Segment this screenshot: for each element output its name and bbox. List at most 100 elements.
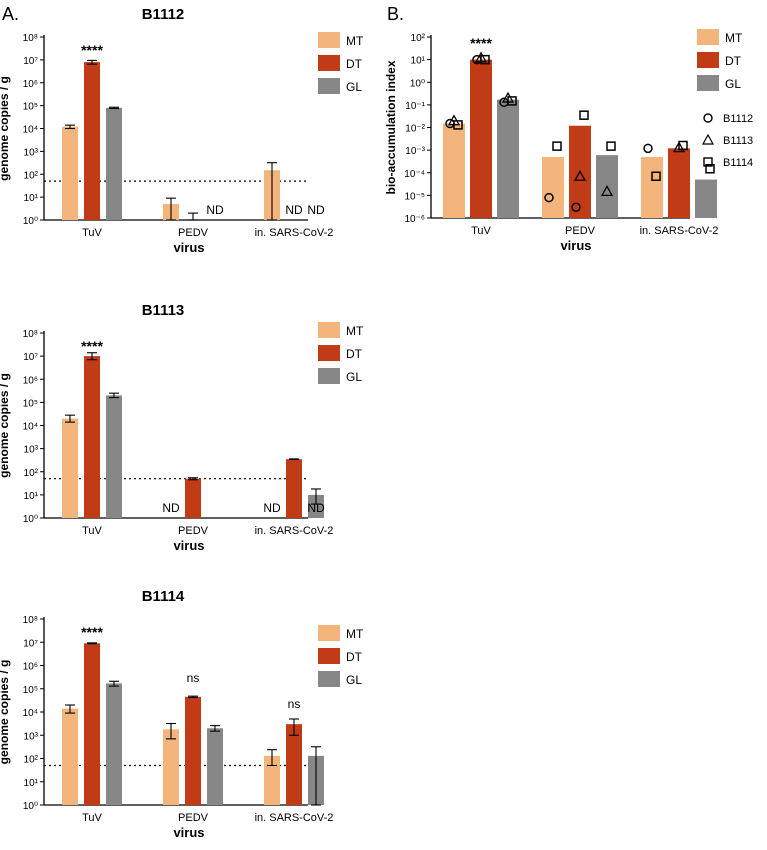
y-tick-label: 10⁰ bbox=[410, 78, 425, 89]
chart-title: B1114 bbox=[142, 588, 185, 605]
chart-b1112: B1112 10⁰ 10¹ 10² 10³ 10⁴ 10⁵ 10⁶ 10⁷ 10⁸ genome c… bbox=[0, 6, 364, 255]
y-tick-label: 10³ bbox=[24, 731, 39, 742]
y-tick-label: 10⁷ bbox=[23, 638, 38, 649]
y-tick-label: 10¹ bbox=[24, 491, 39, 502]
data-point-b1114 bbox=[651, 171, 661, 182]
bar bbox=[62, 126, 78, 220]
bar bbox=[695, 179, 717, 218]
legend-label: DT bbox=[725, 54, 742, 68]
legend-label: GL bbox=[346, 673, 362, 687]
y-tick-label: 10⁷ bbox=[23, 352, 38, 363]
data-point-b1113 bbox=[672, 141, 686, 153]
legend-label: GL bbox=[725, 77, 741, 91]
y-tick-label: 10⁰ bbox=[23, 216, 38, 227]
legend-label: B1114 bbox=[723, 157, 753, 169]
y-tick-label: 10⁰ bbox=[23, 801, 38, 812]
y-tick-label: 10⁴ bbox=[23, 125, 38, 136]
legend-label: GL bbox=[346, 80, 362, 94]
y-tick-label: 10² bbox=[24, 468, 39, 479]
x-tick-label: PEDV bbox=[178, 812, 209, 824]
legend-label: MT bbox=[346, 627, 364, 641]
x-tick-label: TuV bbox=[82, 812, 102, 824]
y-tick-label: 10² bbox=[24, 170, 39, 181]
data-point-b1112 bbox=[643, 143, 653, 154]
legend-label: MT bbox=[725, 31, 743, 45]
legend-marker-triangle bbox=[701, 133, 715, 145]
x-tick-label: in. SARS-CoV-2 bbox=[255, 525, 334, 537]
panel-b-label: B. bbox=[387, 4, 404, 24]
bar bbox=[264, 755, 280, 805]
bar bbox=[62, 708, 78, 805]
legend-swatch bbox=[318, 322, 340, 338]
bar bbox=[185, 478, 201, 518]
x-tick-label: in. SARS-CoV-2 bbox=[255, 227, 334, 239]
y-tick-label: 10⁻³ bbox=[405, 146, 425, 157]
bar bbox=[286, 724, 302, 805]
bar bbox=[542, 156, 564, 218]
data-point-b1114 bbox=[453, 120, 463, 130]
y-tick-label: 10⁵ bbox=[23, 685, 38, 696]
y-tick-label: 10⁰ bbox=[23, 514, 38, 525]
legend-swatch bbox=[318, 625, 340, 641]
not-detected-label: ND bbox=[263, 501, 281, 515]
y-tick-label: 10⁻⁶ bbox=[404, 214, 425, 225]
legend-swatch bbox=[318, 671, 340, 687]
y-tick-label: 10⁸ bbox=[23, 615, 38, 626]
significance-stars: **** bbox=[81, 42, 103, 58]
bar bbox=[286, 459, 302, 518]
x-tick-label: PEDV bbox=[178, 525, 209, 537]
x-axis-label: virus bbox=[560, 238, 591, 253]
data-point-b1114 bbox=[579, 110, 589, 120]
panel-a-label: A. bbox=[2, 4, 19, 24]
data-point-b1113 bbox=[600, 185, 614, 197]
significance-label: ns bbox=[187, 671, 200, 685]
data-point-b1112 bbox=[544, 192, 554, 203]
legend-label: MT bbox=[346, 324, 364, 338]
bar bbox=[497, 99, 519, 218]
y-tick-label: 10⁻⁴ bbox=[404, 169, 425, 180]
x-tick-label: TuV bbox=[82, 227, 102, 239]
legend-label: DT bbox=[346, 57, 363, 71]
x-tick-label: TuV bbox=[471, 225, 491, 237]
y-tick-label: 10¹ bbox=[411, 56, 426, 67]
chart-title: B1113 bbox=[142, 302, 185, 319]
y-axis-label: genome copies / g bbox=[0, 373, 11, 478]
bar bbox=[185, 696, 201, 805]
x-axis-label: virus bbox=[173, 240, 204, 255]
bar bbox=[106, 107, 122, 220]
data-point-b1114 bbox=[480, 54, 490, 65]
significance-label: ns bbox=[288, 697, 301, 711]
y-tick-label: 10⁷ bbox=[23, 56, 38, 67]
y-tick-label: 10⁶ bbox=[23, 375, 38, 386]
x-tick-label: TuV bbox=[82, 525, 102, 537]
y-tick-label: 10⁻⁵ bbox=[404, 191, 425, 202]
significance-stars: **** bbox=[81, 624, 103, 640]
legend-swatch bbox=[697, 29, 719, 45]
y-tick-label: 10⁴ bbox=[23, 708, 38, 719]
legend-swatch bbox=[697, 52, 719, 68]
not-detected-label: ND bbox=[285, 203, 303, 217]
bar bbox=[106, 395, 122, 518]
data-point-b1113 bbox=[573, 169, 587, 181]
data-point-b1114 bbox=[552, 141, 562, 151]
bar bbox=[470, 59, 492, 218]
y-tick-label: 10⁸ bbox=[23, 329, 38, 340]
bar bbox=[308, 494, 324, 518]
legend-swatch bbox=[318, 78, 340, 94]
legend-swatch bbox=[318, 32, 340, 48]
y-tick-label: 10⁵ bbox=[23, 398, 38, 409]
y-tick-label: 10¹ bbox=[24, 193, 39, 204]
not-detected-label: ND bbox=[307, 501, 325, 515]
x-tick-label: in. SARS-CoV-2 bbox=[640, 225, 719, 237]
legend-marker-square bbox=[703, 157, 713, 167]
bar bbox=[641, 156, 663, 218]
x-tick-label: PEDV bbox=[565, 225, 596, 237]
chart-b1113: B1113 10⁰ 10¹ 10² 10³ 10⁴ 10⁵ 10⁶ 10⁷ 10⁸ genome c… bbox=[0, 302, 364, 553]
y-tick-label: 10² bbox=[411, 33, 426, 44]
legend-swatch bbox=[318, 55, 340, 71]
y-tick-label: 10² bbox=[24, 755, 39, 766]
significance-stars: **** bbox=[470, 35, 492, 51]
y-tick-label: 10³ bbox=[24, 147, 39, 158]
data-point-b1114 bbox=[507, 96, 517, 106]
